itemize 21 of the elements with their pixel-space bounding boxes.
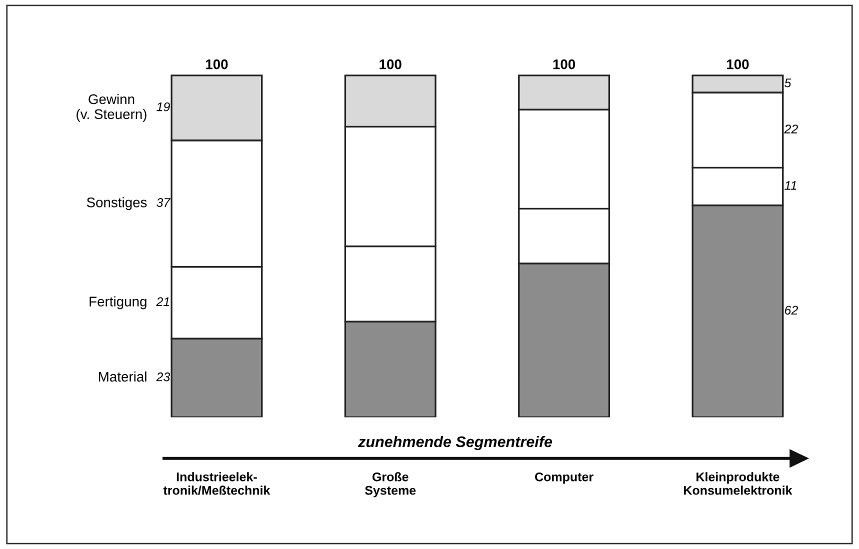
x-tick-label: Computer — [535, 472, 594, 484]
total-label: 100 — [553, 59, 576, 70]
total-label: 100 — [727, 59, 749, 70]
data-label: 11 — [784, 181, 796, 190]
total-label: 100 — [380, 59, 402, 70]
series-label: Material — [98, 371, 146, 382]
x-tick-label: Große Systeme — [365, 472, 416, 498]
series-label: Sonstiges — [86, 197, 147, 210]
data-label: 23 — [156, 372, 170, 382]
total-label: 100 — [206, 59, 228, 70]
data-label: 37 — [156, 198, 171, 207]
series-label: Fertigung — [90, 296, 146, 310]
series-label: Gewinn (v. Steuern) — [76, 94, 146, 122]
data-label: 22 — [784, 124, 798, 134]
data-label: 62 — [784, 306, 798, 315]
data-label: 21 — [156, 297, 170, 306]
data-label: 19 — [156, 102, 170, 112]
x-axis-title: zunehmende Segmentreife — [358, 436, 552, 450]
data-label: 5 — [784, 78, 792, 88]
x-tick-label: Kleinprodukte Konsumelektronik — [684, 472, 792, 495]
x-tick-label: Industrieelek- tronik/Meßtechnik — [163, 472, 270, 495]
